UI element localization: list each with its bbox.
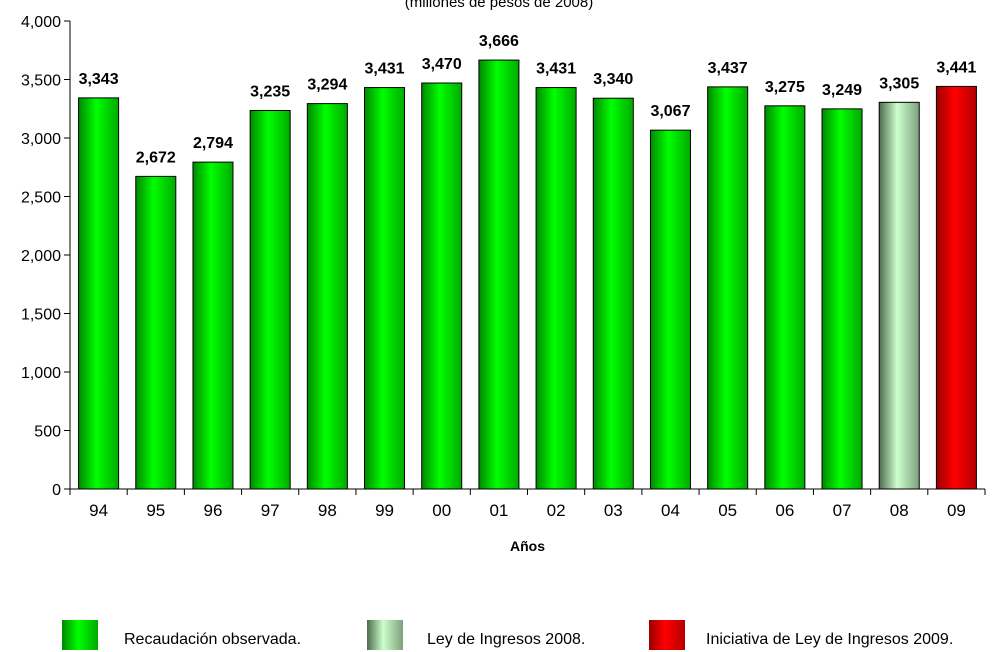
x-tick-label: 04 bbox=[661, 501, 680, 520]
x-tick-label: 01 bbox=[489, 501, 508, 520]
x-tick-label: 94 bbox=[89, 501, 108, 520]
legend-swatch-iniciativa2009 bbox=[649, 620, 685, 650]
bar-06 bbox=[764, 105, 806, 490]
bar-value-label: 3,431 bbox=[536, 61, 576, 78]
legend: Recaudación observada. Ley de Ingresos 2… bbox=[0, 620, 998, 652]
bar-value-label: 3,343 bbox=[79, 71, 119, 88]
legend-swatch-ley2008 bbox=[367, 620, 403, 650]
legend-label-ley2008: Ley de Ingresos 2008. bbox=[427, 631, 586, 648]
bar-value-label: 3,437 bbox=[708, 60, 748, 77]
y-tick-label: 4,000 bbox=[21, 14, 61, 31]
bar-value-label: 2,672 bbox=[136, 149, 176, 166]
y-tick-label: 1,000 bbox=[21, 365, 61, 382]
y-tick-label: 500 bbox=[34, 424, 61, 441]
y-tick-label: 3,000 bbox=[21, 131, 61, 148]
bar-99 bbox=[364, 87, 406, 490]
legend-label-observada: Recaudación observada. bbox=[124, 631, 302, 648]
bar-09 bbox=[935, 85, 977, 490]
x-tick-label: 05 bbox=[718, 501, 737, 520]
bar-value-label: 3,235 bbox=[250, 84, 290, 101]
y-tick-label: 2,000 bbox=[21, 248, 61, 265]
x-tick-label: 98 bbox=[318, 501, 337, 520]
bar-value-label: 3,305 bbox=[879, 75, 919, 92]
bar-value-label: 3,666 bbox=[479, 33, 519, 50]
bar-value-label: 3,431 bbox=[365, 61, 405, 78]
x-tick-label: 02 bbox=[547, 501, 566, 520]
bars: 3,343 2,672 2,794 3,235 3,294 3,431 3,470 3,666… bbox=[78, 33, 977, 490]
y-tick-label: 0 bbox=[52, 482, 61, 499]
bar-01 bbox=[478, 59, 520, 490]
bar-00 bbox=[421, 82, 463, 490]
bar-96 bbox=[192, 161, 234, 490]
x-tick-label: 97 bbox=[261, 501, 280, 520]
x-tick-label: 95 bbox=[146, 501, 165, 520]
x-axis: 94 95 96 97 98 99 00 01 02 03 04 05 06 07 08 09 bbox=[69, 488, 986, 520]
bar-value-label: 3,470 bbox=[422, 56, 462, 73]
x-tick-label: 09 bbox=[947, 501, 966, 520]
bar-97 bbox=[249, 110, 291, 490]
bar-value-label: 2,794 bbox=[193, 135, 233, 152]
chart-subtitle: (millones de pesos de 2008) bbox=[404, 0, 594, 11]
bar-94 bbox=[78, 97, 120, 490]
x-tick-label: 96 bbox=[204, 501, 223, 520]
bar-value-label: 3,441 bbox=[936, 59, 976, 76]
bar-value-label: 3,275 bbox=[765, 79, 805, 96]
bar-value-label: 3,249 bbox=[822, 82, 862, 99]
legend-swatch-observada bbox=[62, 620, 98, 650]
bar-chart: 05001,0001,5002,0002,5003,0003,5004,000 … bbox=[21, 14, 986, 554]
x-tick-label: 06 bbox=[775, 501, 794, 520]
x-tick-label: 07 bbox=[833, 501, 852, 520]
bar-value-label: 3,294 bbox=[307, 77, 347, 94]
bar-04 bbox=[649, 129, 691, 490]
bar-98 bbox=[306, 103, 348, 490]
x-tick-label: 08 bbox=[890, 501, 909, 520]
y-tick-label: 2,500 bbox=[21, 190, 61, 207]
bar-03 bbox=[592, 97, 634, 490]
bar-07 bbox=[821, 108, 863, 490]
bar-05 bbox=[707, 86, 749, 490]
bar-95 bbox=[135, 175, 177, 490]
x-axis-title: Años bbox=[510, 538, 545, 554]
y-axis: 0 500 1,000 1,500 2,000 2,500 3,000 3,500 4,000 bbox=[21, 14, 71, 499]
x-tick-label: 03 bbox=[604, 501, 623, 520]
y-tick-label: 3,500 bbox=[21, 73, 61, 90]
bar-08 bbox=[878, 101, 920, 490]
x-tick-label: 99 bbox=[375, 501, 394, 520]
legend-label-iniciativa2009: Iniciativa de Ley de Ingresos 2009. bbox=[706, 631, 954, 648]
x-tick-label: 00 bbox=[432, 501, 451, 520]
bar-value-label: 3,067 bbox=[650, 103, 690, 120]
bar-value-label: 3,340 bbox=[593, 71, 633, 88]
y-tick-label: 1,500 bbox=[21, 307, 61, 324]
bar-02 bbox=[535, 87, 577, 490]
